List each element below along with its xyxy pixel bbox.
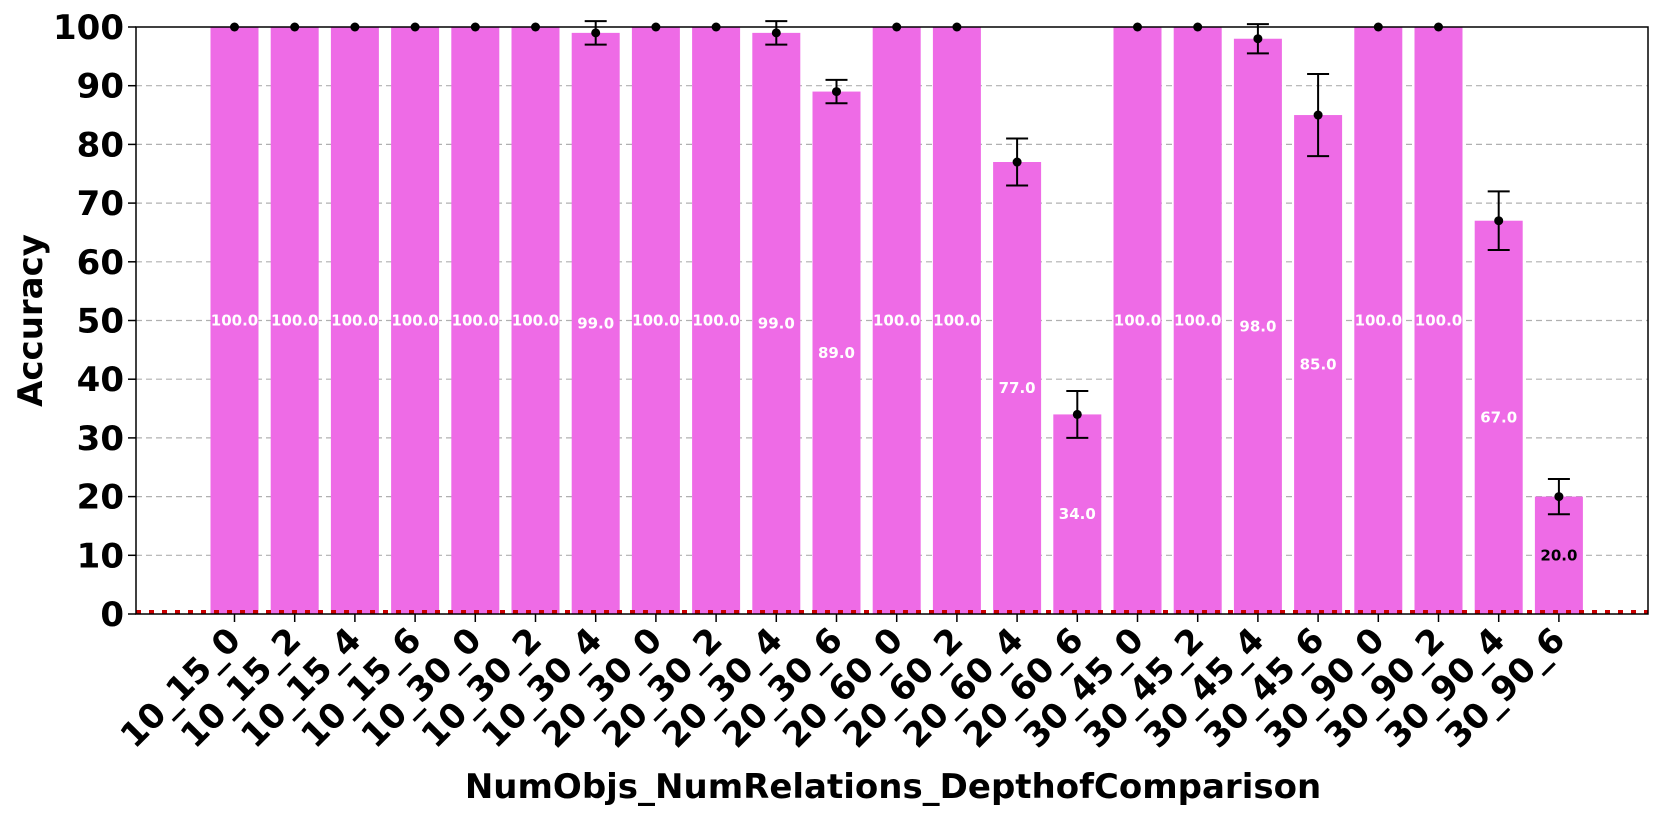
bar-value-label: 100.0 bbox=[1355, 312, 1402, 330]
y-axis-ticks: 0 10 20 30 40 50 60 70 80 90 100 bbox=[53, 8, 136, 635]
bar bbox=[391, 27, 440, 614]
bar bbox=[330, 27, 379, 614]
bar-value-label: 98.0 bbox=[1239, 317, 1276, 335]
bar bbox=[571, 32, 620, 615]
bar-value-label: 100.0 bbox=[1174, 312, 1221, 330]
bar bbox=[1534, 496, 1583, 614]
x-axis-ticks: 10_15_010_15_210_15_410_15_610_30_010_30… bbox=[113, 614, 1573, 756]
error-bar bbox=[1066, 389, 1089, 439]
bar-value-label: 100.0 bbox=[331, 312, 378, 330]
bar-value-label: 100.0 bbox=[211, 312, 258, 330]
mean-point bbox=[771, 28, 781, 38]
y-tick-label: 20 bbox=[77, 478, 124, 518]
bar bbox=[1354, 27, 1403, 614]
bar-value-labels: 100.0 100.0 100.0 100.0 100.0 100.0 99.0 100.0 1… bbox=[211, 312, 1578, 565]
y-tick-label: 90 bbox=[77, 67, 124, 107]
bar bbox=[1414, 27, 1463, 614]
bar bbox=[210, 27, 259, 614]
bar-value-label: 34.0 bbox=[1059, 505, 1096, 523]
x-axis-title: NumObjs_NumRelations_DepthofComparison bbox=[465, 767, 1321, 807]
bar bbox=[932, 27, 981, 614]
bar bbox=[1474, 220, 1523, 614]
bar bbox=[1294, 115, 1343, 615]
bar-value-label: 100.0 bbox=[933, 312, 980, 330]
bar bbox=[692, 27, 741, 614]
mean-point bbox=[832, 87, 841, 97]
bar bbox=[993, 162, 1042, 614]
bar-value-label: 100.0 bbox=[512, 312, 559, 330]
mean-point bbox=[1072, 409, 1082, 419]
y-tick-label: 70 bbox=[77, 184, 124, 224]
y-tick-label: 10 bbox=[77, 536, 124, 576]
y-tick-label: 60 bbox=[77, 243, 124, 283]
bar-value-label: 20.0 bbox=[1540, 546, 1577, 564]
error-bar bbox=[1487, 190, 1510, 252]
bar-value-label: 100.0 bbox=[271, 312, 318, 330]
error-bar bbox=[1547, 477, 1570, 516]
bar bbox=[631, 27, 680, 614]
error-bar bbox=[1307, 72, 1330, 158]
error-bar bbox=[1006, 137, 1029, 187]
y-tick-label: 30 bbox=[77, 419, 124, 459]
bar-value-label: 85.0 bbox=[1300, 356, 1337, 374]
bar bbox=[1113, 27, 1162, 614]
bar-value-label: 77.0 bbox=[999, 379, 1036, 397]
mean-point bbox=[591, 28, 601, 38]
bar-value-label: 100.0 bbox=[632, 312, 679, 330]
error-bar bbox=[825, 78, 848, 105]
y-tick-label: 0 bbox=[100, 595, 124, 635]
mean-point bbox=[1012, 157, 1022, 167]
bar bbox=[752, 32, 801, 615]
bar bbox=[451, 27, 500, 614]
bar bbox=[812, 91, 861, 614]
y-tick-label: 100 bbox=[53, 8, 124, 48]
bar-value-label: 100.0 bbox=[452, 312, 499, 330]
bar-value-label: 67.0 bbox=[1480, 408, 1517, 426]
y-axis-title: Accuracy bbox=[11, 234, 51, 407]
mean-point bbox=[1313, 110, 1323, 120]
mean-point bbox=[1253, 34, 1263, 44]
mean-point bbox=[1554, 492, 1564, 502]
bar bbox=[1233, 38, 1282, 615]
bar bbox=[872, 27, 921, 614]
bar-value-label: 100.0 bbox=[1415, 312, 1462, 330]
bar-value-label: 100.0 bbox=[391, 312, 438, 330]
bar-value-label: 100.0 bbox=[1114, 312, 1161, 330]
y-tick-label: 50 bbox=[77, 302, 124, 342]
bars bbox=[210, 27, 1583, 615]
error-bar bbox=[765, 20, 788, 46]
bar-value-label: 99.0 bbox=[577, 314, 614, 332]
y-tick-label: 40 bbox=[77, 360, 124, 400]
bar bbox=[511, 27, 560, 614]
bar-value-label: 100.0 bbox=[692, 312, 739, 330]
y-tick-label: 80 bbox=[77, 125, 124, 165]
error-bar bbox=[1246, 23, 1269, 55]
bar bbox=[1173, 27, 1222, 614]
bar-value-label: 100.0 bbox=[873, 312, 920, 330]
bar bbox=[270, 27, 319, 614]
bar bbox=[1053, 414, 1102, 614]
bar-value-label: 99.0 bbox=[758, 314, 795, 332]
mean-point bbox=[1494, 216, 1504, 226]
bar-value-label: 89.0 bbox=[818, 344, 855, 362]
error-bar bbox=[584, 20, 607, 46]
